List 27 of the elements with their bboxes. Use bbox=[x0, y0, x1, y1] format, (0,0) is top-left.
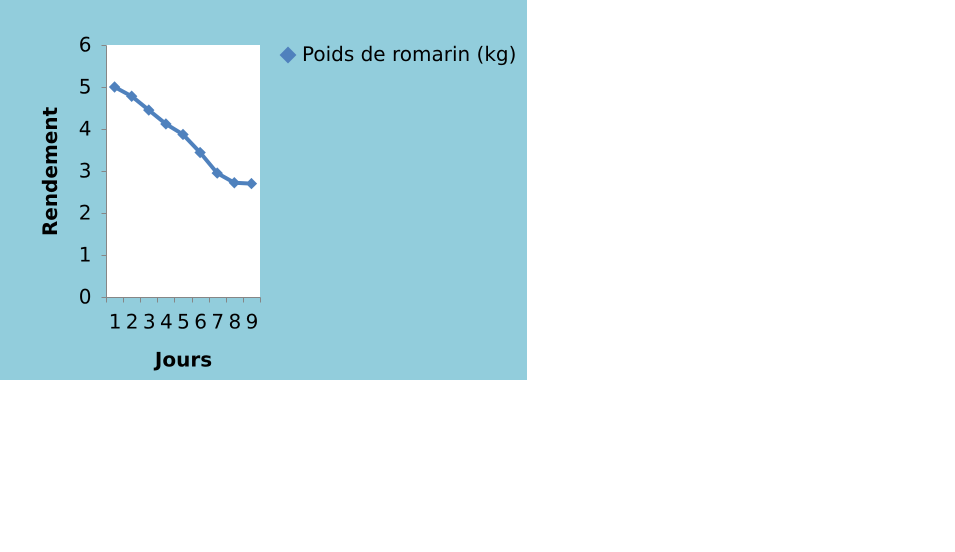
point bbox=[108, 81, 120, 93]
point bbox=[246, 178, 258, 190]
y-tick-label: 2 bbox=[78, 200, 92, 224]
point bbox=[194, 146, 206, 158]
legend-label: Poids de romarin (kg) bbox=[302, 42, 516, 66]
y-tick-label: 6 bbox=[78, 32, 92, 56]
x-tick-label: 8 bbox=[228, 310, 242, 334]
y-axis-title: Rendement bbox=[38, 106, 62, 236]
y-tick-label: 3 bbox=[78, 158, 92, 182]
point bbox=[212, 167, 223, 179]
y-tick-label: 1 bbox=[78, 242, 92, 266]
x-tick-label: 7 bbox=[211, 310, 224, 334]
x-tick-label: 3 bbox=[142, 310, 156, 334]
x-tick-label: 4 bbox=[160, 310, 173, 334]
point bbox=[126, 90, 138, 102]
y-tick-label: 5 bbox=[78, 74, 92, 98]
point bbox=[160, 118, 172, 130]
y-tick-label: 0 bbox=[78, 284, 92, 308]
x-tick-label: 5 bbox=[177, 310, 190, 334]
x-tick-label: 6 bbox=[194, 310, 207, 334]
x-tick-label: 9 bbox=[246, 310, 258, 334]
x-tick-label: 1 bbox=[108, 310, 122, 334]
y-tick-label: 4 bbox=[78, 116, 92, 140]
x-tick-label: 2 bbox=[126, 310, 139, 334]
point bbox=[143, 104, 154, 116]
point bbox=[177, 128, 189, 140]
x-axis-title: Jours bbox=[152, 348, 212, 372]
